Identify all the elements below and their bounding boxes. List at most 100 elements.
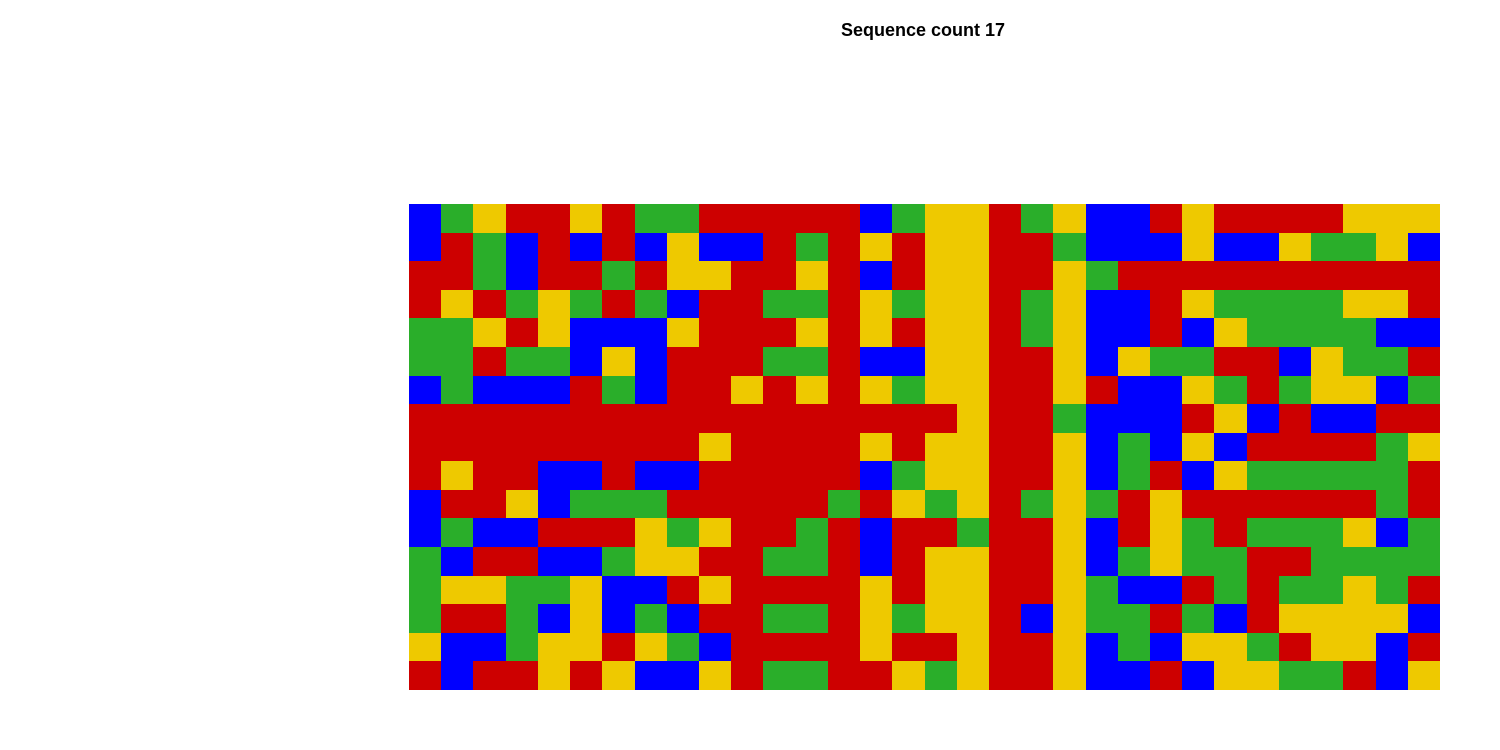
heatmap-cell-r3-c31 [1376,261,1408,290]
heatmap-cell-r13-c21 [1053,547,1086,576]
heatmap-cell-r15-c18 [957,604,989,633]
heatmap-cell-r16-c31 [1376,633,1408,661]
heatmap-cell-r9-c25 [1182,433,1214,461]
heatmap-cell-r6-c29 [1311,347,1343,376]
heatmap-cell-r15-c31 [1376,604,1408,633]
heatmap-cell-r9-c13 [796,433,828,461]
heatmap-cell-r13-c24 [1150,547,1182,576]
heatmap-cell-r12-c11 [731,518,763,547]
heatmap-cell-r3-c9 [667,261,699,290]
heatmap-cell-r2-c12 [763,233,796,261]
heatmap-cell-r3-c18 [957,261,989,290]
heatmap-cell-r6-c14 [828,347,860,376]
heatmap-cell-r6-c27 [1247,347,1279,376]
heatmap-cell-r4-c4 [506,290,538,318]
heatmap-cell-r8-c14 [828,404,860,433]
heatmap-cell-r15-c19 [989,604,1021,633]
heatmap-cell-r7-c15 [860,376,892,404]
heatmap-cell-r1-c25 [1182,204,1214,233]
heatmap-cell-r1-c26 [1214,204,1247,233]
heatmap-cell-r16-c30 [1343,633,1376,661]
heatmap-cell-r15-c5 [538,604,570,633]
heatmap-cell-r2-c17 [925,233,957,261]
heatmap-cell-r8-c29 [1311,404,1343,433]
heatmap-cell-r6-c26 [1214,347,1247,376]
heatmap-cell-r9-c4 [506,433,538,461]
heatmap-cell-r5-c18 [957,318,989,347]
heatmap-cell-r8-c28 [1279,404,1311,433]
heatmap-cell-r5-c27 [1247,318,1279,347]
heatmap-cell-r3-c23 [1118,261,1150,290]
heatmap-cell-r12-c4 [506,518,538,547]
heatmap-cell-r3-c19 [989,261,1021,290]
heatmap-cell-r3-c24 [1150,261,1182,290]
heatmap-cell-r10-c10 [699,461,731,490]
heatmap-cell-r4-c5 [538,290,570,318]
heatmap-cell-r5-c8 [635,318,667,347]
heatmap-cell-r1-c1 [409,204,441,233]
heatmap-cell-r12-c24 [1150,518,1182,547]
heatmap-cell-r7-c32 [1408,376,1440,404]
heatmap-cell-r16-c15 [860,633,892,661]
heatmap-cell-r4-c19 [989,290,1021,318]
heatmap-cell-r14-c5 [538,576,570,604]
heatmap-cell-r10-c15 [860,461,892,490]
heatmap-cell-r11-c11 [731,490,763,518]
heatmap-cell-r5-c26 [1214,318,1247,347]
heatmap-cell-r4-c24 [1150,290,1182,318]
heatmap-cell-r1-c27 [1247,204,1279,233]
heatmap-cell-r9-c23 [1118,433,1150,461]
heatmap-cell-r17-c11 [731,661,763,690]
heatmap-cell-r10-c18 [957,461,989,490]
heatmap-cell-r17-c18 [957,661,989,690]
heatmap-cell-r4-c28 [1279,290,1311,318]
heatmap-cell-r16-c14 [828,633,860,661]
heatmap-cell-r7-c25 [1182,376,1214,404]
heatmap-cell-r3-c22 [1086,261,1118,290]
heatmap-cell-r7-c11 [731,376,763,404]
heatmap-cell-r7-c18 [957,376,989,404]
heatmap-cell-r14-c17 [925,576,957,604]
heatmap-cell-r10-c12 [763,461,796,490]
heatmap-cell-r16-c7 [602,633,635,661]
heatmap-cell-r9-c30 [1343,433,1376,461]
heatmap-cell-r17-c16 [892,661,925,690]
heatmap-cell-r14-c26 [1214,576,1247,604]
heatmap-cell-r14-c16 [892,576,925,604]
heatmap-cell-r11-c2 [441,490,473,518]
heatmap-cell-r17-c10 [699,661,731,690]
heatmap-cell-r10-c13 [796,461,828,490]
heatmap-cell-r5-c16 [892,318,925,347]
heatmap-cell-r13-c16 [892,547,925,576]
heatmap-cell-r9-c19 [989,433,1021,461]
heatmap-cell-r8-c20 [1021,404,1053,433]
heatmap-cell-r16-c2 [441,633,473,661]
heatmap-cell-r5-c15 [860,318,892,347]
heatmap-cell-r4-c3 [473,290,506,318]
heatmap-cell-r7-c4 [506,376,538,404]
heatmap-cell-r8-c17 [925,404,957,433]
heatmap-cell-r15-c27 [1247,604,1279,633]
heatmap-cell-r13-c12 [763,547,796,576]
heatmap-cell-r6-c15 [860,347,892,376]
heatmap-cell-r10-c5 [538,461,570,490]
heatmap-cell-r7-c3 [473,376,506,404]
heatmap-cell-r11-c10 [699,490,731,518]
heatmap-cell-r9-c1 [409,433,441,461]
heatmap-cell-r17-c17 [925,661,957,690]
heatmap-cell-r4-c30 [1343,290,1376,318]
heatmap-cell-r10-c3 [473,461,506,490]
heatmap-cell-r6-c20 [1021,347,1053,376]
heatmap-cell-r5-c7 [602,318,635,347]
heatmap-cell-r7-c8 [635,376,667,404]
heatmap-cell-r3-c11 [731,261,763,290]
heatmap-cell-r11-c26 [1214,490,1247,518]
heatmap-cell-r10-c26 [1214,461,1247,490]
heatmap-cell-r5-c6 [570,318,602,347]
heatmap-cell-r16-c3 [473,633,506,661]
heatmap-cell-r13-c20 [1021,547,1053,576]
heatmap-cell-r1-c22 [1086,204,1118,233]
heatmap-cell-r15-c11 [731,604,763,633]
heatmap-cell-r15-c8 [635,604,667,633]
heatmap-cell-r5-c29 [1311,318,1343,347]
